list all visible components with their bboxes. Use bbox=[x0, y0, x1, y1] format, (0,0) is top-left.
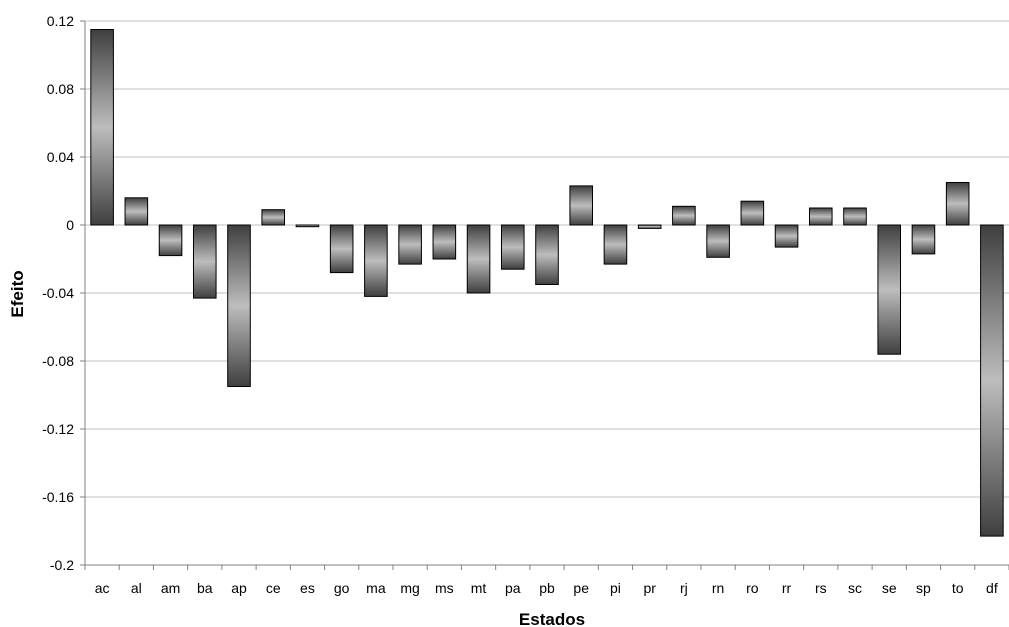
x-tick-label: ro bbox=[746, 580, 759, 596]
bar-pe bbox=[569, 185, 594, 226]
bar-sc bbox=[843, 207, 867, 226]
bar-mt bbox=[466, 224, 491, 294]
grid-lines bbox=[85, 20, 1009, 566]
x-tick-label: ce bbox=[266, 580, 281, 596]
y-tick-label: 0.12 bbox=[47, 13, 74, 29]
bars bbox=[90, 29, 1004, 537]
x-tick-label: ba bbox=[197, 580, 213, 596]
bar-ro bbox=[740, 200, 765, 226]
x-axis-title: Estados bbox=[519, 610, 585, 627]
x-tick-label: rr bbox=[782, 580, 792, 596]
x-tick-label: se bbox=[882, 580, 897, 596]
y-tick-label: 0.04 bbox=[47, 149, 74, 165]
bar-am bbox=[158, 224, 183, 257]
bar-to bbox=[945, 182, 970, 226]
y-tick-label: -0.08 bbox=[42, 353, 74, 369]
x-tick-label: es bbox=[300, 580, 315, 596]
x-tick-label: pe bbox=[573, 580, 589, 596]
bar-pi bbox=[603, 224, 628, 265]
x-tick-label: pa bbox=[505, 580, 521, 596]
bar-es bbox=[295, 224, 320, 228]
x-tick-label: sp bbox=[916, 580, 931, 596]
x-tick-label: ac bbox=[95, 580, 110, 596]
x-tick-label: df bbox=[986, 580, 998, 596]
x-tick-label: ma bbox=[366, 580, 386, 596]
bar-rj bbox=[672, 205, 696, 226]
bar-pb bbox=[535, 224, 559, 285]
x-tick-label: sc bbox=[848, 580, 862, 596]
x-tick-label: al bbox=[131, 580, 142, 596]
x-tick-label: rn bbox=[712, 580, 724, 596]
axes bbox=[80, 20, 1009, 570]
x-tick-label: pb bbox=[539, 580, 555, 596]
bar-ap bbox=[227, 224, 251, 387]
y-tick-label: 0 bbox=[66, 217, 74, 233]
x-tick-label: to bbox=[952, 580, 964, 596]
x-tick-label: mt bbox=[471, 580, 487, 596]
x-tick-label: rs bbox=[815, 580, 827, 596]
y-tick-label: -0.04 bbox=[42, 285, 74, 301]
bar-ma bbox=[364, 224, 388, 297]
x-tick-label: go bbox=[334, 580, 350, 596]
y-tick-label: -0.16 bbox=[42, 489, 74, 505]
x-tick-label: rj bbox=[680, 580, 688, 596]
y-axis-title: Efeito bbox=[8, 270, 27, 317]
bar-al bbox=[124, 197, 149, 226]
bar-sp bbox=[911, 224, 936, 255]
bar-se bbox=[877, 224, 902, 355]
y-tick-labels: 0.12 0.08 0.04 0 -0.04 -0.08 -0.12 -0.16 -0.2 bbox=[42, 13, 74, 573]
bar-go bbox=[329, 224, 354, 274]
bar-pa bbox=[500, 224, 525, 270]
x-tick-label: mg bbox=[400, 580, 419, 596]
bar-ms bbox=[432, 224, 457, 260]
y-tick-label: -0.2 bbox=[50, 557, 74, 573]
bar-rr bbox=[774, 224, 799, 248]
x-tick-label: pi bbox=[610, 580, 621, 596]
bar-pr bbox=[637, 224, 662, 229]
bar-mg bbox=[398, 224, 422, 265]
bar-df bbox=[980, 224, 1004, 537]
bar-ce bbox=[261, 209, 286, 226]
bar-ba bbox=[192, 224, 217, 299]
x-tick-label: am bbox=[161, 580, 180, 596]
x-tick-label: ap bbox=[231, 580, 247, 596]
x-tick-labels: ac al am ba ap ce es go ma mg ms mt pa pb pe pi pr rj rn ro… bbox=[95, 580, 998, 596]
x-tick-label: pr bbox=[643, 580, 656, 596]
bar-rs bbox=[808, 207, 833, 226]
x-tick-label: ms bbox=[435, 580, 454, 596]
bar-ac bbox=[90, 29, 114, 226]
y-tick-label: -0.12 bbox=[42, 421, 74, 437]
y-tick-label: 0.08 bbox=[47, 81, 74, 97]
bar-rn bbox=[706, 224, 730, 258]
